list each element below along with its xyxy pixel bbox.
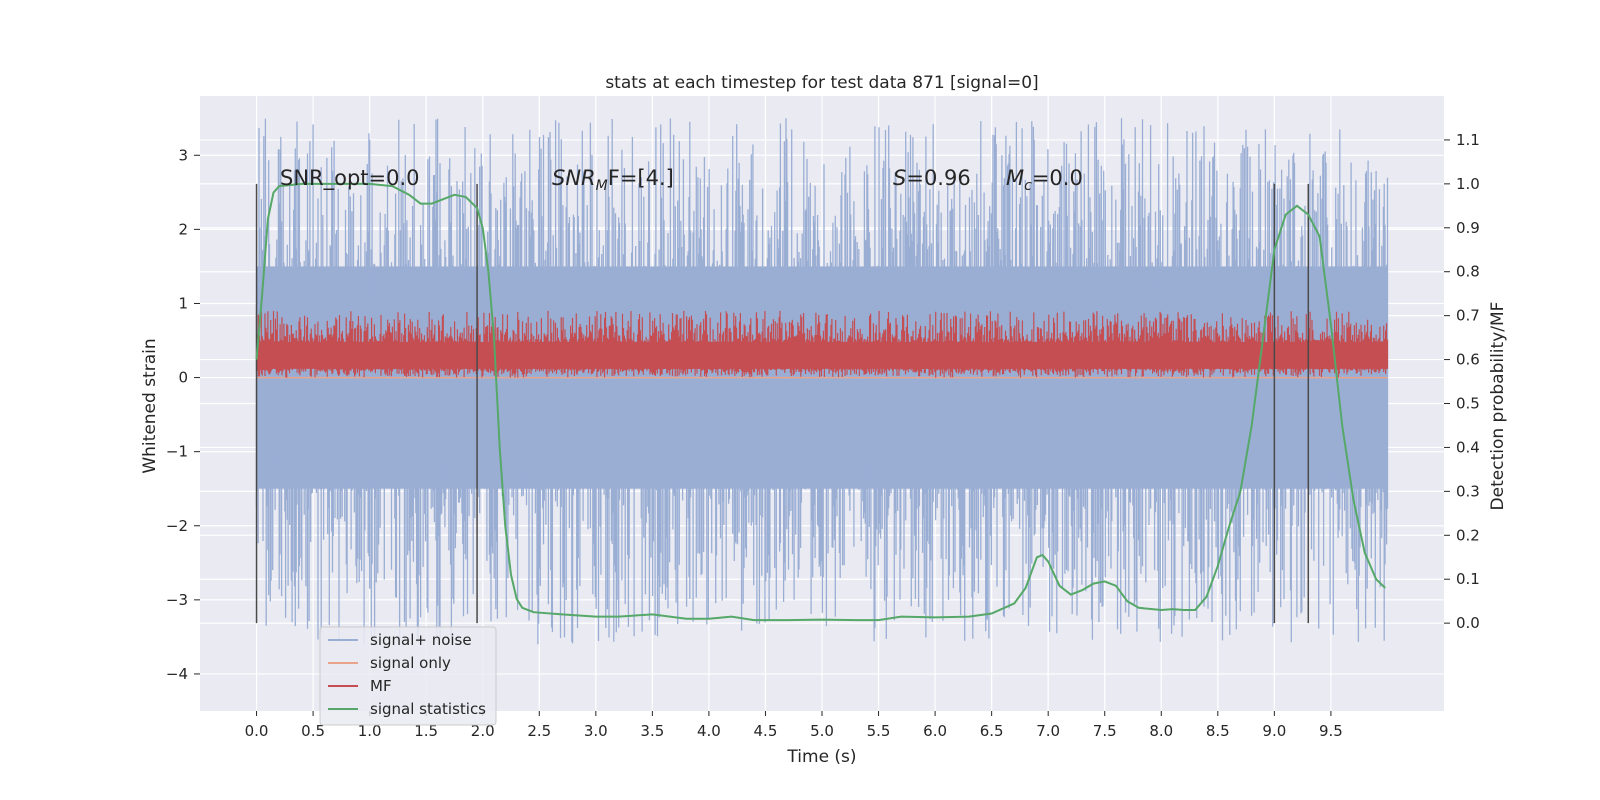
x-tick-label-17: 8.5 — [1206, 722, 1230, 740]
legend-label-signal-plus-noise: signal+ noise — [370, 631, 472, 649]
annotation-snr-mf: SNRMF=[4.] — [552, 166, 674, 194]
chart-title: stats at each timestep for test data 871… — [605, 73, 1038, 93]
annotation-mc-sub: c — [1024, 178, 1032, 194]
x-tick-label-3: 1.5 — [414, 722, 438, 740]
annotation-snr-opt: SNR_opt=0.0 — [280, 166, 420, 191]
y-left-tick-label-7: −4 — [166, 665, 188, 683]
y-right-tick-label-10: 0.1 — [1456, 570, 1480, 588]
x-tick-label-18: 9.0 — [1262, 722, 1286, 740]
y-right-tick-label-11: 0.0 — [1456, 614, 1480, 632]
legend-label-signal-statistics: signal statistics — [370, 700, 486, 718]
y-left-tick-label-1: 2 — [178, 220, 188, 238]
y-left-axis-label: Whitened strain — [140, 338, 160, 473]
annotation-mc: Mc=0.0 — [1006, 166, 1083, 194]
x-tick-label-19: 9.5 — [1319, 722, 1343, 740]
y-left-tick-label-0: 3 — [178, 146, 188, 164]
y-right-tick-label-6: 0.5 — [1456, 395, 1480, 413]
annotation-snr-mf-suffix: F=[4.] — [608, 166, 674, 190]
annotation-mc-value: =0.0 — [1032, 166, 1083, 190]
series-mf — [255, 310, 1389, 378]
y-right-tick-label-0: 1.1 — [1456, 131, 1480, 149]
annotation-s-label: S — [893, 166, 906, 190]
y-left-tick-label-5: −2 — [166, 517, 188, 535]
x-tick-label-1: 0.5 — [301, 722, 325, 740]
y-right-tick-label-8: 0.3 — [1456, 482, 1480, 500]
series-signal-statistics — [255, 182, 1386, 622]
y-left-tick-label-6: −3 — [166, 591, 188, 609]
x-tick-label-2: 1.0 — [358, 722, 382, 740]
x-tick-label-4: 2.0 — [471, 722, 495, 740]
annotation-mc-label: M — [1006, 166, 1024, 190]
x-tick-label-12: 6.0 — [923, 722, 947, 740]
y-right-tick-label-4: 0.7 — [1456, 307, 1480, 325]
x-tick-label-10: 5.0 — [810, 722, 834, 740]
signal-statistics-line — [255, 182, 1386, 622]
x-axis-label: Time (s) — [786, 747, 856, 767]
y-right-tick-label-1: 1.0 — [1456, 175, 1480, 193]
legend-label-signal-only: signal only — [370, 654, 451, 672]
x-tick-label-9: 4.5 — [754, 722, 778, 740]
y-left-tick-label-4: −1 — [166, 443, 188, 461]
y-left-tick-label-2: 1 — [178, 294, 188, 312]
x-tick-label-6: 3.0 — [584, 722, 608, 740]
y-left-tick-labels: 3 2 1 0 −1 −2 −3 −4 — [166, 146, 200, 683]
x-tick-label-13: 6.5 — [980, 722, 1004, 740]
y-right-tick-labels: 1.1 1.0 0.9 0.8 0.7 0.6 0.5 0.4 0.3 0.2 0.1 0.0 — [1444, 131, 1480, 632]
y-right-tick-label-9: 0.2 — [1456, 526, 1480, 544]
annotation-s-value: =0.96 — [906, 166, 970, 190]
legend: signal+ noise signal only MF signal stat… — [319, 626, 497, 726]
y-right-tick-label-2: 0.9 — [1456, 219, 1480, 237]
x-tick-label-5: 2.5 — [527, 722, 551, 740]
x-tick-label-0: 0.0 — [245, 722, 269, 740]
x-tick-label-15: 7.5 — [1093, 722, 1117, 740]
y-right-tick-label-5: 0.6 — [1456, 351, 1480, 369]
x-tick-label-11: 5.5 — [867, 722, 891, 740]
annotation-snr-mf-sub: M — [596, 178, 608, 194]
x-tick-labels: 0.0 0.5 1.0 1.5 2.0 2.5 3.0 3.5 4.0 4.5 5.0 5.5 6.0 6… — [245, 711, 1343, 740]
x-tick-label-14: 7.0 — [1036, 722, 1060, 740]
annotation-snr-mf-prefix: SNR — [552, 166, 596, 190]
x-tick-label-7: 3.5 — [640, 722, 664, 740]
x-tick-label-16: 8.0 — [1149, 722, 1173, 740]
legend-box — [319, 626, 497, 726]
y-right-axis-label: Detection probability/MF — [1488, 302, 1508, 511]
y-right-tick-label-3: 0.8 — [1456, 263, 1480, 281]
x-tick-label-8: 4.0 — [697, 722, 721, 740]
annotation-s: S=0.96 — [893, 166, 971, 190]
y-left-tick-label-3: 0 — [178, 369, 188, 387]
y-right-tick-label-7: 0.4 — [1456, 438, 1480, 456]
legend-label-mf: MF — [370, 677, 392, 695]
